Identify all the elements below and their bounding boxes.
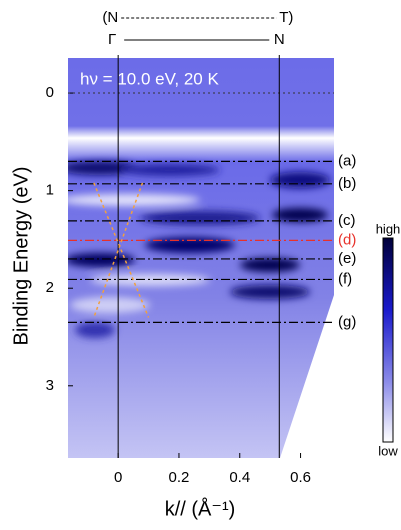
path-label: (N <box>102 9 118 26</box>
path-label: N <box>274 31 285 48</box>
path-label: T) <box>279 9 293 26</box>
guide-line <box>93 182 150 318</box>
annotation: hν = 10.0 eV, 20 K <box>80 69 219 88</box>
x-tick-label: 0.4 <box>229 469 250 486</box>
y-axis-label: Binding Energy (eV) <box>10 167 32 346</box>
energy-level-label: (e) <box>338 250 356 267</box>
y-tick-label: 2 <box>46 279 54 296</box>
colorbar <box>382 237 394 443</box>
energy-level-label: (b) <box>338 175 356 192</box>
energy-level-label: (d) <box>338 231 356 248</box>
path-label: Γ <box>108 31 116 48</box>
intensity-map <box>68 58 334 458</box>
x-tick-label: 0.6 <box>290 469 311 486</box>
x-axis-label: k// (Å⁻¹) <box>165 497 236 520</box>
energy-level-label: (a) <box>338 152 356 169</box>
y-tick-label: 3 <box>46 377 54 394</box>
y-tick-label: 1 <box>46 182 54 199</box>
y-tick-label: 0 <box>46 84 54 101</box>
colorbar-high: high <box>376 221 401 236</box>
energy-level-label: (g) <box>338 313 356 330</box>
x-tick-label: 0.2 <box>169 469 190 486</box>
energy-level-label: (f) <box>338 270 352 287</box>
x-tick-label: 0 <box>114 469 122 486</box>
colorbar-low: low <box>378 443 398 458</box>
energy-level-label: (c) <box>338 212 356 229</box>
